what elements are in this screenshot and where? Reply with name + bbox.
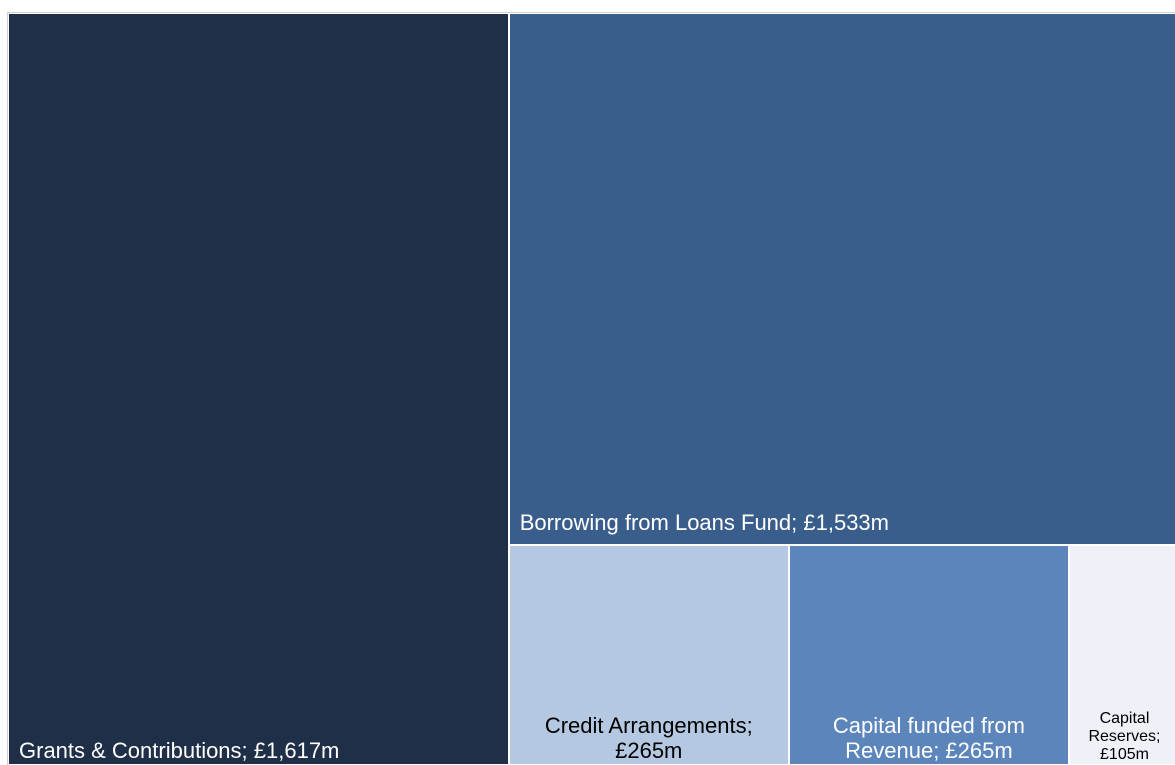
tile: Borrowing from Loans Fund; £1,533m [508, 13, 1175, 545]
treemap: Grants & Contributions; £1,617m Borrowing… [7, 12, 1175, 765]
tile-label: Credit Arrangements; £265m [544, 713, 753, 764]
tile: Capital funded from Revenue; £265m [788, 544, 1069, 765]
tile: Capital Reserves; £105m [1068, 544, 1175, 765]
tile-label: Grants & Contributions; £1,617m [19, 738, 340, 764]
tile-label: Borrowing from Loans Fund; £1,533m [519, 509, 889, 535]
tile-label: Capital funded from Revenue; £265m [832, 713, 1025, 764]
tile: Grants & Contributions; £1,617m [8, 13, 509, 765]
tile: Credit Arrangements; £265m [508, 544, 789, 765]
